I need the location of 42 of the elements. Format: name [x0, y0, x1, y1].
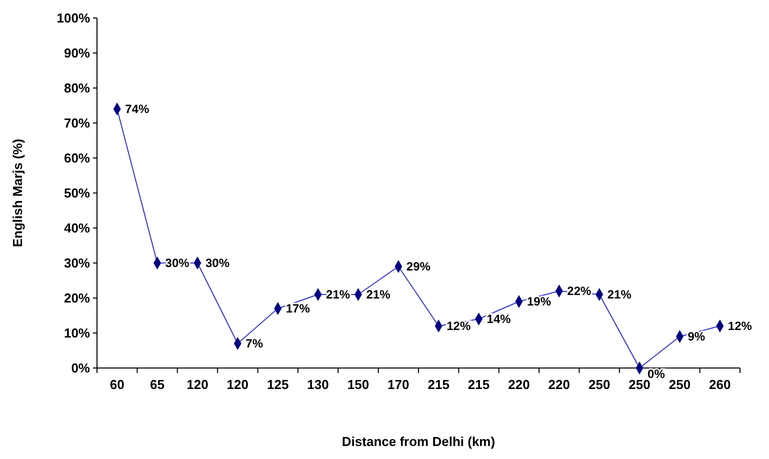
x-tick-label: 125 [266, 377, 289, 392]
y-tick-label: 70% [64, 116, 90, 130]
x-tick-label: 250 [628, 377, 650, 392]
y-tick-label: 100% [56, 10, 90, 26]
x-tick-label: 260 [709, 377, 731, 392]
y-tick-label: 80% [64, 80, 90, 96]
y-tick-label: 30% [64, 256, 90, 270]
text: 17% [286, 302, 310, 316]
x-tick-label: 215 [428, 377, 450, 392]
x-tick-label: 250 [588, 377, 610, 392]
y-tick-label: 60% [64, 150, 90, 166]
text: 7% [246, 336, 263, 350]
x-tick-label: 120 [226, 377, 249, 392]
x-axis-title: Distance from Delhi (km) [342, 434, 496, 449]
text: 21% [366, 288, 390, 302]
x-tick-label: 170 [388, 377, 410, 392]
x-tick-label: 150 [347, 377, 370, 392]
text: 0% [648, 367, 665, 381]
text: 19% [526, 294, 551, 308]
x-tick-label: 60 [110, 377, 124, 392]
x-tick-label: 220 [548, 377, 570, 392]
text: 12% [446, 319, 471, 333]
text: 14% [486, 312, 511, 326]
y-tick-label: 90% [64, 46, 90, 60]
x-tick-label: 220 [508, 377, 530, 392]
x-tick-label: 65 [150, 377, 165, 392]
y-tick-label: 50% [64, 186, 90, 200]
x-tick-label: 215 [468, 377, 490, 392]
y-axis-title: English Marjs (%) [10, 138, 25, 248]
text: 30% [205, 256, 230, 270]
text: 9% [688, 330, 706, 344]
y-tick-label: 40% [64, 220, 90, 236]
y-tick-label: 0% [71, 360, 90, 376]
text: 12% [728, 319, 752, 333]
x-tick-label: 130 [307, 377, 329, 392]
x-tick-label: 120 [186, 377, 208, 392]
text: 29% [406, 260, 430, 274]
text: 21% [607, 288, 632, 302]
y-tick-label: 20% [64, 290, 90, 306]
x-tick-label: 250 [668, 377, 691, 392]
text: 74% [125, 102, 150, 116]
y-tick-label: 10% [64, 326, 90, 340]
